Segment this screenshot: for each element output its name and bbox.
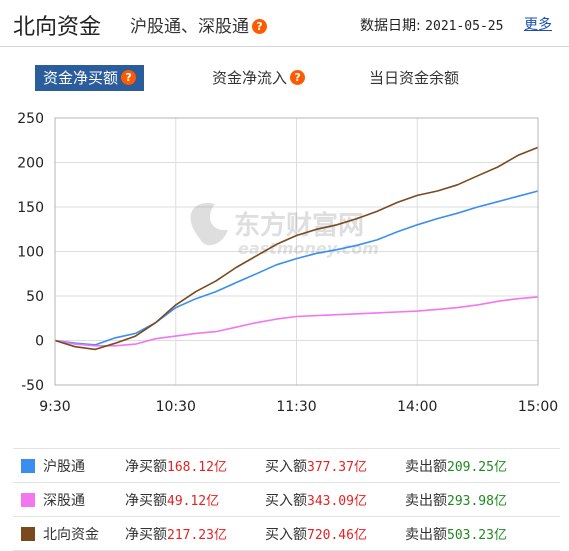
page-title: 北向资金 — [13, 15, 102, 40]
x-tick-label: 14:00 — [397, 399, 437, 415]
y-axis: 250 200 150 100 50 0 -50 — [17, 111, 44, 394]
legend-sell: 卖出额503.23亿 — [405, 516, 560, 551]
watermark-domain: eastmoney.com — [238, 239, 379, 258]
help-icon[interactable]: ? — [290, 70, 306, 85]
plot-frame — [54, 117, 539, 386]
legend-row[interactable]: 深股通 净买额49.12亿 买入额343.09亿 卖出额293.98亿 — [13, 482, 560, 517]
legend-row[interactable]: 北向资金 净买额217.23亿 买入额720.46亿 卖出额503.23亿 — [13, 516, 560, 551]
tab-net-buy-label: 资金净买额 — [43, 69, 119, 87]
net-buy-label: 净买额 — [125, 492, 167, 509]
tab-net-inflow[interactable]: 资金净流入? — [212, 65, 306, 91]
help-icon[interactable]: ? — [121, 70, 137, 85]
sell-value: 503.23亿 — [447, 527, 507, 543]
help-icon[interactable]: ? — [252, 19, 267, 34]
net-buy-value: 217.23亿 — [167, 527, 227, 543]
tab-daily-balance-label: 当日资金余额 — [369, 69, 460, 87]
legend-row[interactable]: 沪股通 净买额168.12亿 买入额377.37亿 卖出额209.25亿 — [13, 448, 560, 483]
legend-swatch — [21, 458, 35, 473]
tab-net-buy[interactable]: 资金净买额? — [35, 65, 145, 91]
legend-buy: 买入额720.46亿 — [265, 516, 405, 551]
watermark-brand: 东方财富网 — [234, 210, 364, 241]
x-axis: 9:30 10:30 11:30 14:00 15:00 — [39, 399, 558, 415]
watermark-logo-icon — [190, 203, 228, 246]
x-tick-label: 11:30 — [276, 399, 316, 415]
legend-sell: 卖出额209.25亿 — [405, 448, 560, 483]
net-buy-label: 净买额 — [125, 526, 167, 543]
y-tick-label: 200 — [17, 156, 44, 172]
net-buy-chart: 东方财富网 eastmoney.com 250 200 150 100 50 0 -50 9… — [17, 111, 558, 415]
legend-series-name: 北向资金 — [43, 516, 125, 551]
legend-table: 沪股通 净买额168.12亿 买入额377.37亿 卖出额209.25亿 深股通 净买额4… — [13, 448, 560, 551]
y-tick-label: -50 — [21, 378, 44, 394]
legend-swatch — [21, 492, 35, 507]
legend-sell: 卖出额293.98亿 — [405, 482, 560, 517]
net-buy-value: 168.12亿 — [167, 459, 227, 475]
buy-value: 377.37亿 — [307, 459, 367, 475]
x-tick-label: 15:00 — [518, 399, 558, 415]
sell-label: 卖出额 — [405, 492, 447, 509]
header: 北向资金 沪股通、深股通? 数据日期: 2021-05-25 更多 — [0, 0, 569, 47]
date-value: 2021-05-25 — [425, 19, 504, 34]
buy-label: 买入额 — [265, 526, 307, 543]
data-date: 数据日期: 2021-05-25 — [360, 15, 503, 35]
legend-net-buy: 净买额217.23亿 — [125, 516, 265, 551]
legend-series-name: 沪股通 — [43, 448, 125, 483]
x-tick-label: 10:30 — [156, 399, 196, 415]
tab-daily-balance[interactable]: 当日资金余额 — [369, 65, 459, 91]
y-tick-label: 250 — [17, 111, 44, 127]
x-tick-label: 9:30 — [39, 399, 70, 415]
tab-net-inflow-label: 资金净流入 — [212, 69, 288, 87]
buy-value: 720.46亿 — [307, 527, 367, 543]
legend-swatch — [21, 526, 35, 541]
date-label: 数据日期: — [360, 18, 421, 34]
net-buy-label: 净买额 — [125, 458, 167, 475]
y-tick-label: 100 — [17, 245, 44, 261]
legend-series-name: 深股通 — [43, 482, 125, 517]
y-tick-label: 150 — [17, 200, 44, 216]
sell-label: 卖出额 — [405, 458, 447, 475]
sell-value: 293.98亿 — [447, 493, 507, 509]
watermark: 东方财富网 eastmoney.com — [190, 203, 379, 258]
buy-label: 买入额 — [265, 492, 307, 509]
more-link[interactable]: 更多 — [524, 17, 552, 33]
chart-lines — [54, 146, 539, 351]
series-line — [54, 190, 539, 346]
sell-label: 卖出额 — [405, 526, 447, 543]
buy-value: 343.09亿 — [307, 493, 367, 509]
legend-buy: 买入额377.37亿 — [265, 448, 405, 483]
buy-label: 买入额 — [265, 458, 307, 475]
y-tick-label: 50 — [26, 289, 44, 305]
legend-net-buy: 净买额49.12亿 — [125, 482, 265, 517]
legend-buy: 买入额343.09亿 — [265, 482, 405, 517]
net-buy-value: 49.12亿 — [167, 493, 220, 509]
tab-bar: 资金净买额? 资金净流入? 当日资金余额 — [35, 65, 535, 91]
series-line — [54, 296, 539, 347]
legend-net-buy: 净买额168.12亿 — [125, 448, 265, 483]
subtitle-text: 沪股通、深股通 — [130, 17, 249, 37]
page-subtitle: 沪股通、深股通? — [130, 12, 267, 37]
series-line — [54, 146, 539, 351]
sell-value: 209.25亿 — [447, 459, 507, 475]
y-tick-label: 0 — [35, 334, 44, 350]
